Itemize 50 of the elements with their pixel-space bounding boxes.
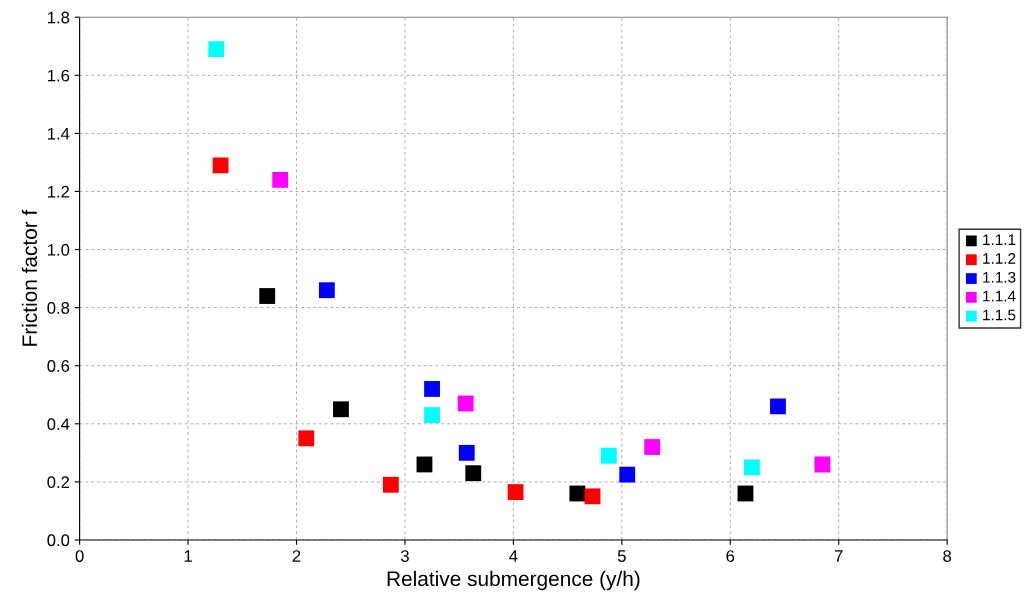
x-tick-label: 3 [400,550,409,562]
x-axis-title: Relative submergence (y/h) [387,570,640,591]
point [600,447,617,464]
point [770,398,786,415]
x-tick-label: 6 [726,550,735,562]
legend-label: 1.1.5 [983,309,1016,321]
point [382,476,399,493]
point [584,488,601,505]
y-tick-label: 0.8 [47,302,70,314]
y-tick-label: 0.6 [47,360,70,372]
point [259,288,276,304]
y-tick-label: 1.4 [48,127,70,140]
point [569,485,586,502]
y-tick-label: 0.2 [47,476,70,489]
point [737,485,754,502]
y-tick-label: 0.4 [47,418,70,431]
point [619,466,636,483]
point [424,407,440,424]
point [416,456,433,473]
point [744,459,760,476]
point [424,381,440,397]
point [465,465,482,482]
point [507,484,524,500]
point [298,430,315,447]
legend-label: 1.1.3 [983,271,1016,283]
x-tick-label: 7 [834,550,843,562]
x-tick-label: 0 [75,550,84,562]
x-tick-label: 5 [617,550,626,562]
y-tick-label: 1.0 [48,243,70,256]
y-axis-title: Friction factor f [21,209,38,346]
point [318,282,335,299]
legend-label: 1.1.1 [983,234,1016,245]
x-tick-label: 2 [292,550,301,562]
x-tick-label: 4 [509,550,518,562]
point [458,444,475,461]
y-tick-label: 1.2 [48,185,70,198]
legend-label: 1.1.2 [983,253,1016,264]
point [212,157,229,174]
point [333,401,349,418]
y-tick-label: 1.6 [48,69,70,82]
y-tick-label: 1.8 [48,11,70,24]
y-tick-label: 0.0 [47,534,70,547]
point [644,439,661,455]
point [272,171,289,188]
point [208,41,225,58]
x-tick-label: 1 [184,550,192,562]
point [457,395,474,412]
point [814,456,831,473]
legend-label: 1.1.4 [983,290,1016,302]
x-tick-label: 8 [943,550,952,562]
